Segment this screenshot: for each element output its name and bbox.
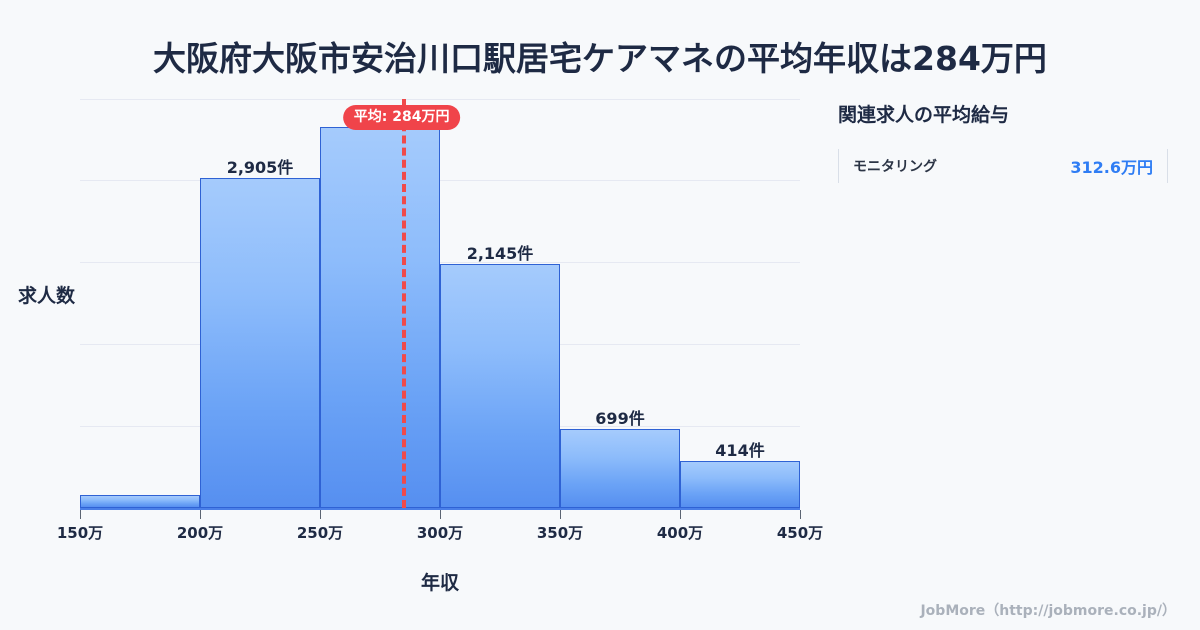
x-tick-label: 350万 [536, 524, 584, 542]
x-tick-mark [440, 510, 441, 519]
x-tick-label: 200万 [176, 524, 224, 542]
x-tick-label: 250万 [296, 524, 344, 542]
bar-value-label: 699件 [595, 408, 645, 428]
x-tick-mark [800, 510, 801, 519]
watermark: JobMore（http://jobmore.co.jp/） [920, 603, 1176, 619]
x-tick-mark [560, 510, 561, 519]
salary-row-name: モニタリング [853, 159, 937, 175]
gridline [80, 99, 800, 100]
x-tick-mark [320, 510, 321, 519]
chart-plot-area [80, 99, 800, 508]
x-axis-title: 年収 [420, 572, 459, 594]
histogram-bar [80, 494, 200, 508]
y-axis-title: 求人数 [18, 285, 76, 307]
x-axis-line [80, 508, 800, 510]
salary-row[interactable]: モニタリング 312.6万円 [838, 149, 1168, 183]
average-badge: 平均: 284万円 [342, 105, 461, 131]
bar-value-label: 414件 [715, 440, 765, 460]
x-tick-label: 150万 [56, 524, 104, 542]
histogram-bar [320, 127, 440, 508]
x-tick-mark [80, 510, 81, 519]
average-line [401, 99, 406, 508]
x-tick-mark [680, 510, 681, 519]
gridline [80, 180, 800, 181]
histogram-bar [440, 264, 560, 508]
related-salary-title: 関連求人の平均給与 [838, 104, 1010, 126]
x-tick-mark [200, 510, 201, 519]
x-tick-label: 300万 [416, 524, 464, 542]
x-tick-label: 400万 [656, 524, 704, 542]
histogram-bar [680, 460, 800, 508]
related-salary-panel: 関連求人の平均給与 モニタリング 312.6万円 [838, 100, 1168, 183]
page-title: 大阪府大阪市安治川口駅居宅ケアマネの平均年収は284万円 [153, 39, 1047, 78]
histogram-bar [200, 177, 320, 508]
related-salary-rows: モニタリング 312.6万円 [838, 149, 1168, 183]
salary-row-value: 312.6万円 [1070, 158, 1153, 177]
bar-value-label: 2,905件 [226, 157, 294, 177]
gridline [80, 262, 800, 263]
histogram-bar [560, 428, 680, 508]
x-tick-label: 450万 [776, 524, 824, 542]
bar-value-label: 2,145件 [466, 244, 534, 264]
